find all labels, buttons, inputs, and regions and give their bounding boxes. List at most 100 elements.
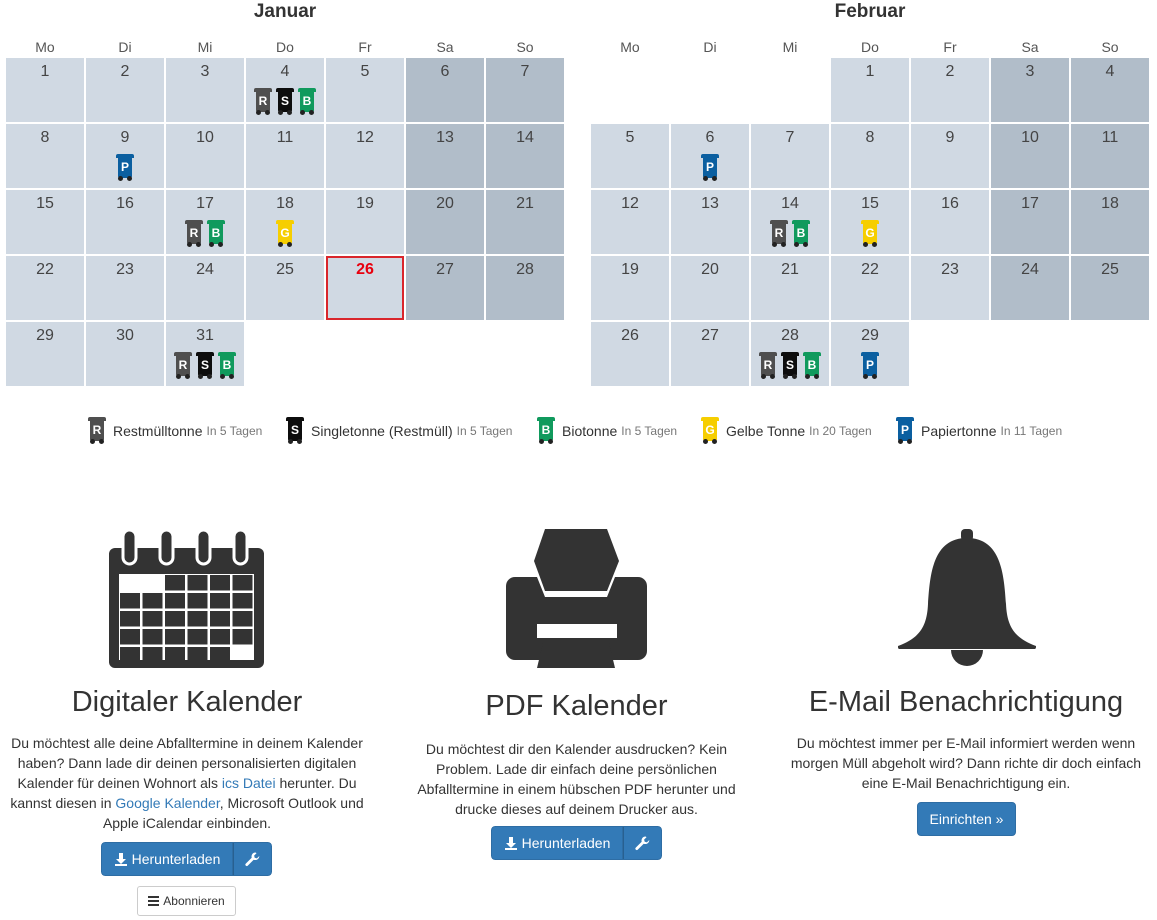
day-number: 3 [200,63,210,80]
day-number: 11 [276,129,294,146]
day-cell: 5 [326,58,404,122]
day-cell: 26 [591,322,669,386]
day-number: 19 [621,261,639,278]
day-number: 24 [196,261,214,278]
day-number: 12 [621,195,639,212]
day-number: 23 [116,261,134,278]
pdf-download-group: Herunterladen [491,826,662,860]
day-number: 28 [516,261,534,278]
day-number: 29 [36,327,54,344]
day-cell: 28 R S B [751,322,829,386]
day-cell: 31 R S B [166,322,244,386]
day-cell: 13 [671,190,749,254]
section-title: Digitaler Kalender [71,686,303,718]
wrench-icon [245,852,260,866]
day-number: 8 [865,129,875,146]
day-number: 30 [116,327,134,344]
legend-item-biotonne: B Biotonne In 5 Tagen [537,417,677,444]
text-part: herunter. Du kannst diesen in [10,775,357,811]
day-cell: 10 [991,124,1069,188]
weekday-label: Mo [620,39,640,55]
papiertonne-bin-icon: P [896,417,914,444]
day-cell: 29 P [831,322,909,386]
day-number: 4 [280,63,290,80]
legend-days: In 5 Tagen [206,423,263,438]
digital-download-group: Herunterladen [101,842,272,876]
day-cell: 2 [911,58,989,122]
day-cell: 18 G [246,190,324,254]
day-cell: 28 [486,256,564,320]
month-title: Januar [253,1,317,22]
weekday-label: Mo [35,39,55,55]
day-cell: 29 [6,322,84,386]
download-icon [504,837,517,850]
legend-item-singletonne: S Singletonne (Restmüll) In 5 Tagen [286,417,512,444]
pickup-icons: P [86,154,164,181]
day-cell: 7 [486,58,564,122]
day-cell: 11 [246,124,324,188]
day-number: 13 [701,195,719,212]
day-cell: 14 [486,124,564,188]
subscribe-button[interactable]: Abonnieren [137,886,236,916]
restmuell-bin-icon: R [770,220,788,247]
button-label: Herunterladen [131,851,221,867]
restmuell-bin-icon: R [185,220,203,247]
weekday-label: So [1101,39,1119,55]
wrench-icon [635,836,650,850]
day-number: 5 [360,63,370,80]
singletonne-bin-icon: S [286,417,304,444]
day-number: 28 [781,327,799,344]
day-number: 18 [276,195,294,212]
weekday-header: Mo Di Mi Do Fr Sa So [591,26,1149,58]
legend-days: In 5 Tagen [621,423,678,438]
biotonne-bin-icon: B [792,220,810,247]
papiertonne-bin-icon: P [861,352,879,379]
printer-icon [506,529,647,668]
papiertonne-bin-icon: P [116,154,134,181]
singletonne-bin-icon: S [781,352,799,379]
day-number: 2 [120,63,130,80]
pdf-download-button[interactable]: Herunterladen [491,826,623,860]
day-number: 20 [436,195,454,212]
day-number: 6 [440,63,450,80]
weekday-label: Di [703,39,717,55]
restmuell-bin-icon: R [88,417,106,444]
google-calendar-link[interactable]: Google Kalender [115,795,220,811]
day-cell: 7 [751,124,829,188]
day-number: 4 [1105,63,1115,80]
ics-file-link[interactable]: ics Datei [221,775,276,791]
day-cell-today: 26 [326,256,404,320]
text-part: Du möchtest alle deine Abfalltermine in … [11,735,363,791]
weekday-label: So [516,39,534,55]
day-cell: 21 [751,256,829,320]
weekday-label: Di [118,39,132,55]
legend-item-papiertonne: P Papiertonne In 11 Tagen [896,417,1062,444]
day-cell: 17 R B [166,190,244,254]
month-grid: 1 2 3 4 5 6 P 7 8 9 10 11 12 13 14 R B 15 G 16 17 18 19 20 21 22 2… [591,58,1149,386]
digital-settings-button[interactable] [233,842,272,876]
weekday-label: Mi [197,39,213,55]
day-number: 13 [436,129,454,146]
day-number: 22 [36,261,54,278]
pdf-calendar-section: PDF Kalender Du möchtest dir den Kalende… [410,690,743,819]
pdf-settings-button[interactable] [623,826,662,860]
section-text: Du möchtest dir den Kalender ausdrucken?… [417,741,736,817]
day-cell: 15 [6,190,84,254]
email-setup-button[interactable]: Einrichten » [917,802,1016,836]
day-number: 12 [356,129,374,146]
day-number: 18 [1101,195,1119,212]
day-cell: 8 [6,124,84,188]
day-cell: 3 [166,58,244,122]
day-cell: 18 [1071,190,1149,254]
day-number: 23 [941,261,959,278]
legend-days: In 5 Tagen [456,423,513,438]
bell-icon [898,529,1036,666]
digital-download-button[interactable]: Herunterladen [101,842,233,876]
day-cell: 24 [991,256,1069,320]
papiertonne-bin-icon: P [701,154,719,181]
